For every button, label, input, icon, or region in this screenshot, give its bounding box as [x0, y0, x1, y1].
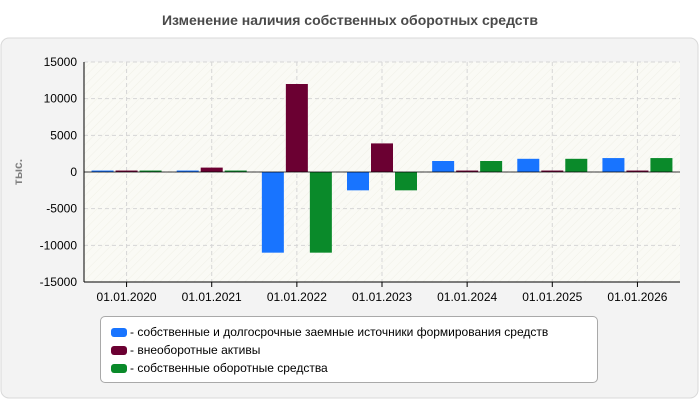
legend-item-noncurrent-assets: - внеоборотные активы: [111, 341, 597, 359]
y-tick-label: -5000: [46, 202, 77, 216]
legend-label-working-capital: - собственные оборотные средства: [130, 361, 328, 375]
x-tick-label: 01.01.2022: [267, 290, 327, 304]
bar-series-2-01.01.2023: [371, 143, 393, 172]
bar-series-1-01.01.2026: [602, 158, 625, 172]
legend-swatch-sources: [111, 327, 127, 337]
bar-series-3-01.01.2021: [224, 170, 247, 172]
axes-layer: [83, 62, 680, 287]
legend-item-sources: - собственные и долгосрочные заемные ист…: [111, 323, 597, 341]
bar-series-2-01.01.2026: [626, 170, 649, 172]
legend-swatch-noncurrent-assets: [111, 345, 127, 355]
bar-series-2-01.01.2025: [541, 170, 564, 172]
bar-series-2-01.01.2022: [285, 84, 308, 172]
bar-series-3-01.01.2024: [480, 161, 503, 172]
labels-layer: 15000 10000 5000 0 -5000 -10000 -15000 01.01.20…: [40, 55, 668, 304]
legend-swatch-working-capital: [111, 363, 127, 373]
bar-series-1-01.01.2023: [347, 172, 369, 191]
bar-series-1-01.01.2022: [261, 172, 284, 253]
bars-layer: [91, 84, 673, 253]
bar-series-1-01.01.2020: [91, 170, 114, 172]
bar-series-3-01.01.2022: [309, 172, 332, 253]
y-tick-label: 15000: [44, 55, 78, 69]
x-tick-label: 01.01.2021: [182, 290, 242, 304]
chart-legend: - собственные и долгосрочные заемные ист…: [100, 316, 598, 383]
legend-item-working-capital: - собственные оборотные средства: [111, 359, 597, 377]
bar-series-3-01.01.2025: [565, 158, 588, 172]
bar-series-2-01.01.2024: [456, 170, 479, 172]
bar-series-3-01.01.2023: [395, 172, 417, 191]
bar-series-3-01.01.2026: [650, 158, 673, 172]
y-tick-label: 0: [70, 165, 77, 179]
y-axis-label: тыс.: [11, 159, 25, 185]
x-tick-label: 01.01.2024: [437, 290, 497, 304]
bar-series-1-01.01.2025: [517, 158, 540, 172]
x-tick-label: 01.01.2020: [97, 290, 157, 304]
bar-series-2-01.01.2021: [200, 167, 223, 172]
bar-series-3-01.01.2020: [139, 170, 162, 172]
legend-label-sources: - собственные и долгосрочные заемные ист…: [130, 325, 549, 339]
chart-title: Изменение наличия собственных оборотных …: [162, 12, 538, 28]
x-tick-label: 01.01.2026: [607, 290, 667, 304]
y-tick-label: -15000: [40, 275, 78, 289]
bar-series-1-01.01.2021: [176, 170, 199, 172]
bar-series-1-01.01.2024: [432, 161, 455, 172]
y-tick-label: 10000: [44, 92, 78, 106]
bar-series-2-01.01.2020: [115, 170, 138, 172]
y-tick-label: 5000: [50, 128, 77, 142]
x-tick-label: 01.01.2025: [522, 290, 582, 304]
x-tick-label: 01.01.2023: [352, 290, 412, 304]
legend-label-noncurrent-assets: - внеоборотные активы: [130, 343, 261, 357]
y-tick-label: -10000: [40, 238, 78, 252]
